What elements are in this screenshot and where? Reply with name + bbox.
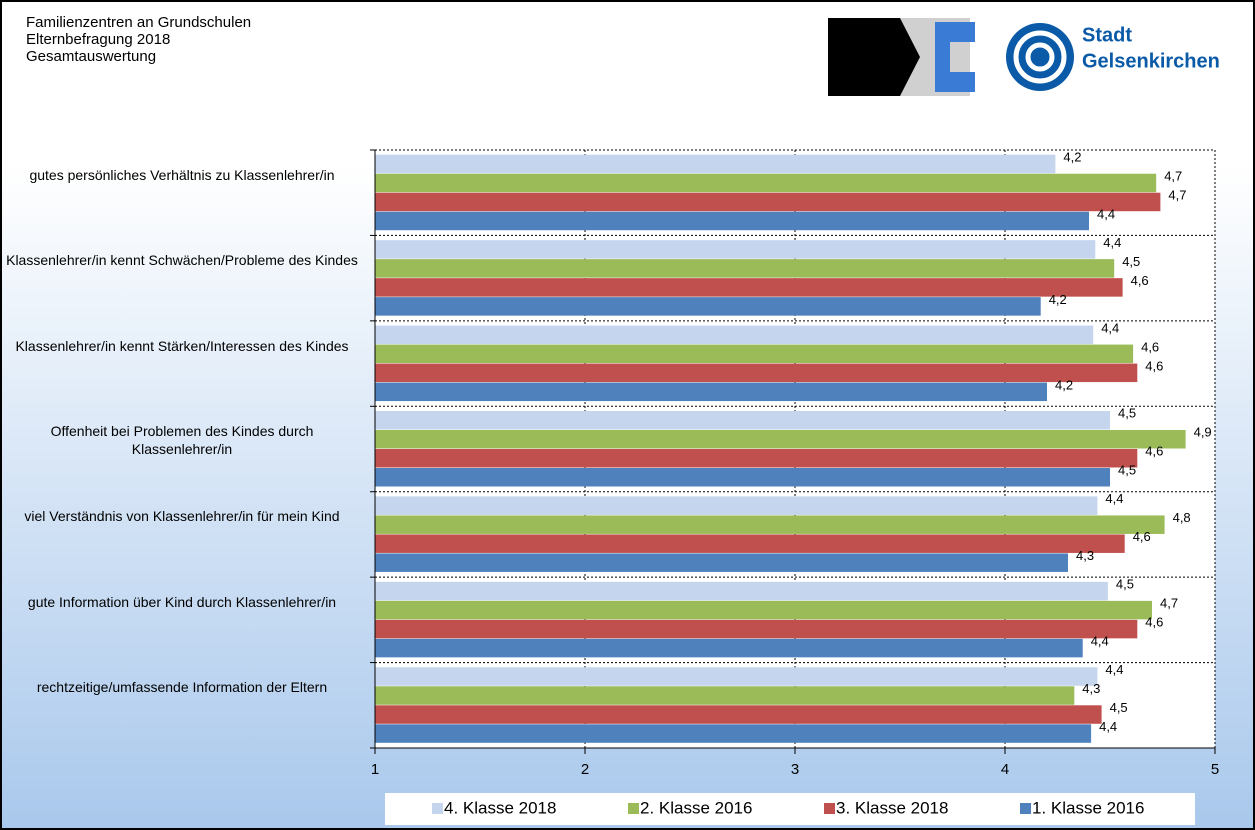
- logo-ring: [1025, 42, 1055, 72]
- logo-text: Stadt: [1082, 24, 1132, 46]
- legend-label: 4. Klasse 2018: [444, 798, 556, 817]
- value-label: 4,4: [1099, 719, 1117, 734]
- value-label: 4,8: [1173, 510, 1191, 525]
- category-label: gutes persönliches Verhältnis zu Klassen…: [29, 166, 335, 183]
- value-label: 4,5: [1118, 463, 1136, 478]
- value-label: 4,7: [1160, 596, 1178, 611]
- bar: [375, 363, 1138, 383]
- legend-label: 2. Klasse 2016: [640, 798, 752, 817]
- category-label: rechtzeitige/umfassende Information der …: [36, 679, 328, 696]
- x-tick-label: 4: [1001, 761, 1009, 778]
- legend-swatch: [1020, 803, 1031, 814]
- value-label: 4,5: [1118, 406, 1136, 421]
- category-label: Klassenlehrer/in kennt Stärken/Interesse…: [15, 337, 349, 354]
- value-label: 4,6: [1141, 339, 1159, 354]
- value-label: 4,2: [1063, 149, 1081, 164]
- value-label: 4,6: [1145, 444, 1163, 459]
- bar: [375, 600, 1152, 620]
- bar: [375, 382, 1047, 402]
- value-label: 4,9: [1194, 425, 1212, 440]
- legend-swatch: [824, 803, 835, 814]
- value-label: 4,4: [1091, 634, 1109, 649]
- category-label: viel Verständnis von Klassenlehrer/in fü…: [24, 508, 340, 525]
- bar: [375, 154, 1056, 174]
- value-label: 4,4: [1105, 491, 1123, 506]
- category-label: Klassenlehrer/in kennt Schwächen/Problem…: [6, 252, 358, 269]
- bar: [375, 619, 1138, 639]
- value-label: 4,6: [1131, 273, 1149, 288]
- value-label: 4,5: [1122, 254, 1140, 269]
- header-line: Elternbefragung 2018: [26, 31, 171, 48]
- x-tick-label: 3: [791, 761, 799, 778]
- value-label: 4,5: [1116, 577, 1134, 592]
- bar: [375, 278, 1123, 297]
- bar: [375, 430, 1186, 449]
- value-label: 4,6: [1145, 358, 1163, 373]
- bar: [375, 581, 1108, 601]
- legend-label: 1. Klasse 2016: [1032, 798, 1144, 817]
- value-label: 4,6: [1145, 615, 1163, 630]
- logo-c: [935, 22, 975, 92]
- bar: [375, 468, 1110, 487]
- bar: [375, 705, 1102, 724]
- bar: [375, 667, 1098, 686]
- bar: [375, 325, 1094, 345]
- header-line: Gesamtauswertung: [26, 48, 157, 65]
- bar: [375, 192, 1161, 212]
- value-label: 4,3: [1076, 548, 1094, 563]
- header-line: Familienzentren an Grundschulen: [26, 14, 252, 31]
- bar: [375, 240, 1096, 259]
- legend: [385, 793, 1195, 825]
- bar: [375, 553, 1068, 572]
- value-label: 4,7: [1164, 168, 1182, 183]
- logo-text: Gelsenkirchen: [1082, 50, 1220, 72]
- value-label: 4,3: [1082, 681, 1100, 696]
- bar: [375, 259, 1115, 278]
- x-tick-label: 1: [371, 761, 379, 778]
- x-tick-label: 5: [1211, 761, 1219, 778]
- value-label: 4,7: [1168, 187, 1186, 202]
- category-label: gute Information über Kind durch Klassen…: [27, 593, 337, 610]
- value-label: 4,2: [1055, 377, 1073, 392]
- bar: [375, 515, 1165, 534]
- bar: [375, 211, 1089, 231]
- bar: [375, 297, 1041, 316]
- category-label: Offenheit bei Problemen des Kindes durch…: [50, 423, 314, 457]
- value-label: 4,4: [1097, 206, 1115, 221]
- legend-swatch: [628, 803, 639, 814]
- bar: [375, 411, 1110, 430]
- bar: [375, 638, 1083, 658]
- bar: [375, 496, 1098, 515]
- x-tick-label: 2: [581, 761, 589, 778]
- logo-ring: [1013, 30, 1067, 84]
- legend-label: 3. Klasse 2018: [836, 798, 948, 817]
- bar: [375, 686, 1075, 705]
- value-label: 4,6: [1133, 529, 1151, 544]
- bar: [375, 344, 1134, 364]
- bar: [375, 173, 1157, 193]
- value-label: 4,2: [1049, 292, 1067, 307]
- value-label: 4,4: [1101, 320, 1119, 335]
- bar: [375, 534, 1125, 553]
- bar: [375, 724, 1092, 743]
- value-label: 4,4: [1103, 235, 1121, 250]
- value-label: 4,5: [1110, 700, 1128, 715]
- bar: [375, 449, 1138, 468]
- value-label: 4,4: [1105, 662, 1123, 677]
- legend-swatch: [432, 803, 443, 814]
